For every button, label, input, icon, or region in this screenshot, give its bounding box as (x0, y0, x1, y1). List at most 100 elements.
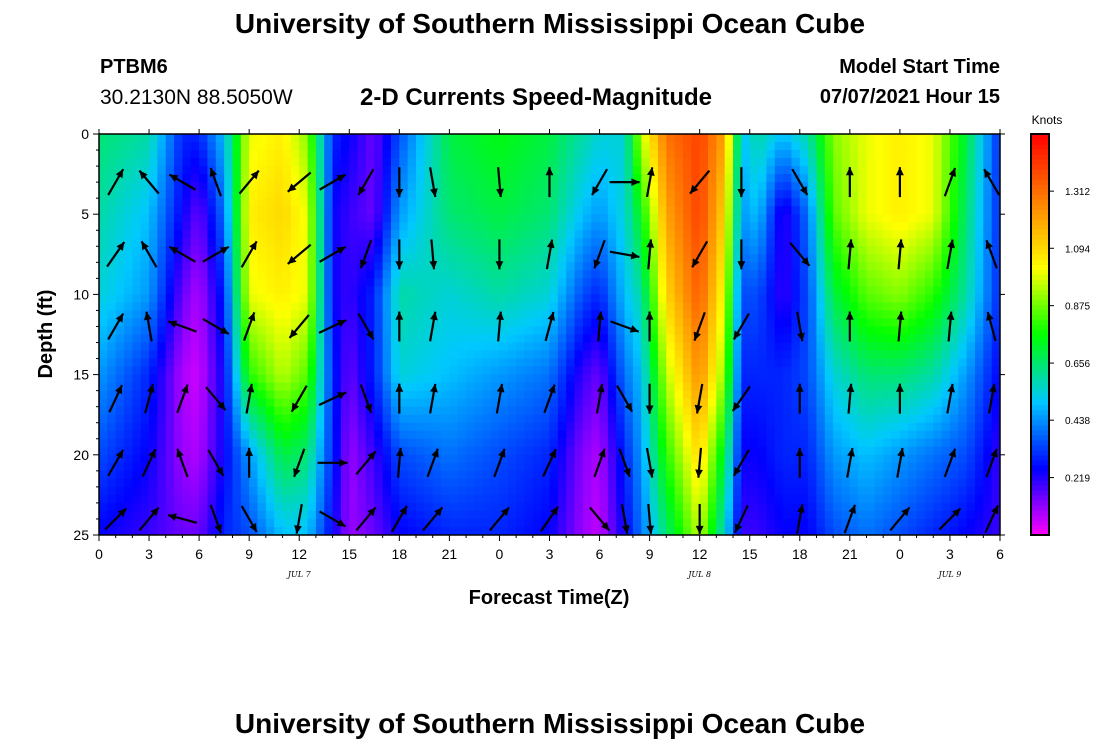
heatmap-cell (591, 342, 601, 352)
heatmap-cell (224, 502, 234, 512)
heatmap-cell (157, 390, 167, 400)
heatmap-cell (466, 142, 476, 151)
heatmap-cell (282, 246, 292, 255)
heatmap-cell (115, 366, 125, 376)
heatmap-cell (741, 518, 751, 528)
heatmap-cell (466, 518, 476, 528)
heatmap-cell (524, 166, 534, 175)
heatmap-cell (349, 238, 359, 247)
heatmap-cell (699, 238, 709, 247)
heatmap-cell (140, 286, 150, 295)
heatmap-cell (474, 166, 484, 175)
heatmap-cell (716, 462, 726, 472)
heatmap-cell (265, 318, 275, 328)
heatmap-cell (691, 206, 701, 215)
heatmap-cell (582, 182, 592, 191)
heatmap-cell (849, 422, 859, 432)
heatmap-cell (274, 366, 284, 376)
heatmap-cell (682, 206, 692, 215)
heatmap-cell (499, 214, 509, 223)
heatmap-cell (140, 182, 150, 191)
heatmap-cell (833, 230, 843, 239)
heatmap-cell (165, 430, 175, 440)
heatmap-cell (215, 134, 225, 143)
heatmap-cell (382, 302, 392, 312)
heatmap-cell (457, 134, 467, 143)
heatmap-cell (257, 390, 267, 400)
heatmap-cell (858, 398, 868, 408)
heatmap-cell (799, 174, 809, 183)
heatmap-cell (624, 342, 634, 352)
heatmap-cell (407, 294, 417, 304)
heatmap-cell (199, 478, 209, 488)
heatmap-cell (624, 510, 634, 520)
heatmap-cell (315, 246, 325, 255)
heatmap-cell (716, 526, 726, 535)
heatmap-cell (124, 302, 133, 312)
heatmap-cell (149, 358, 158, 368)
heatmap-cell (874, 374, 884, 384)
heatmap-cell (215, 510, 225, 520)
heatmap-cell (591, 238, 601, 247)
heatmap-cell (691, 342, 701, 352)
heatmap-cell (532, 446, 542, 456)
heatmap-cell (582, 190, 592, 199)
heatmap-cell (858, 294, 868, 304)
heatmap-cell (499, 222, 509, 231)
heatmap-cell (874, 438, 884, 448)
heatmap-cell (908, 454, 918, 464)
heatmap-cell (799, 278, 809, 287)
heatmap-cell (399, 454, 409, 464)
heatmap-cell (557, 382, 567, 392)
heatmap-cell (290, 422, 300, 432)
heatmap-cell (382, 174, 392, 183)
heatmap-cell (257, 166, 267, 175)
heatmap-cell (290, 134, 300, 143)
page-title: University of Southern Mississippi Ocean… (234, 8, 866, 39)
heatmap-cell (466, 182, 476, 191)
heatmap-cell (632, 166, 642, 175)
heatmap-cell (899, 230, 909, 239)
heatmap-cell (274, 166, 284, 175)
heatmap-cell (691, 470, 701, 480)
heatmap-cell (282, 286, 292, 295)
heatmap-cell (265, 294, 275, 304)
heatmap-cell (599, 406, 609, 416)
heatmap-cell (507, 342, 517, 352)
heatmap-cell (891, 358, 901, 368)
heatmap-cell (908, 174, 918, 183)
heatmap-cell (340, 134, 350, 143)
heatmap-cell (466, 206, 476, 215)
heatmap-cell (791, 214, 801, 223)
heatmap-cell (841, 462, 851, 472)
heatmap-cell (883, 438, 893, 448)
heatmap-cell (290, 310, 300, 320)
heatmap-cell (124, 374, 133, 384)
heatmap-cell (449, 510, 459, 520)
heatmap-cell (924, 302, 934, 312)
heatmap-cell (774, 446, 784, 456)
heatmap-cell (157, 214, 167, 223)
heatmap-cell (307, 398, 317, 408)
heatmap-cell (574, 358, 584, 368)
heatmap-cell (499, 430, 509, 440)
heatmap-cell (190, 278, 200, 287)
heatmap-cell (140, 446, 150, 456)
heatmap-cell (432, 310, 442, 320)
heatmap-cell (407, 310, 417, 320)
heatmap-cell (149, 366, 158, 376)
heatmap-cell (833, 350, 843, 360)
heatmap-cell (866, 310, 876, 320)
heatmap-cell (899, 174, 909, 183)
heatmap-cell (374, 270, 384, 279)
heatmap-cell (357, 222, 367, 231)
heatmap-cell (733, 294, 742, 304)
heatmap-cell (657, 270, 667, 279)
heatmap-cell (390, 270, 400, 279)
heatmap-cell (232, 206, 242, 215)
heatmap-cell (574, 374, 584, 384)
heatmap-cell (866, 438, 876, 448)
heatmap-cell (724, 462, 734, 472)
heatmap-cell (249, 366, 259, 376)
heatmap-cell (791, 182, 801, 191)
